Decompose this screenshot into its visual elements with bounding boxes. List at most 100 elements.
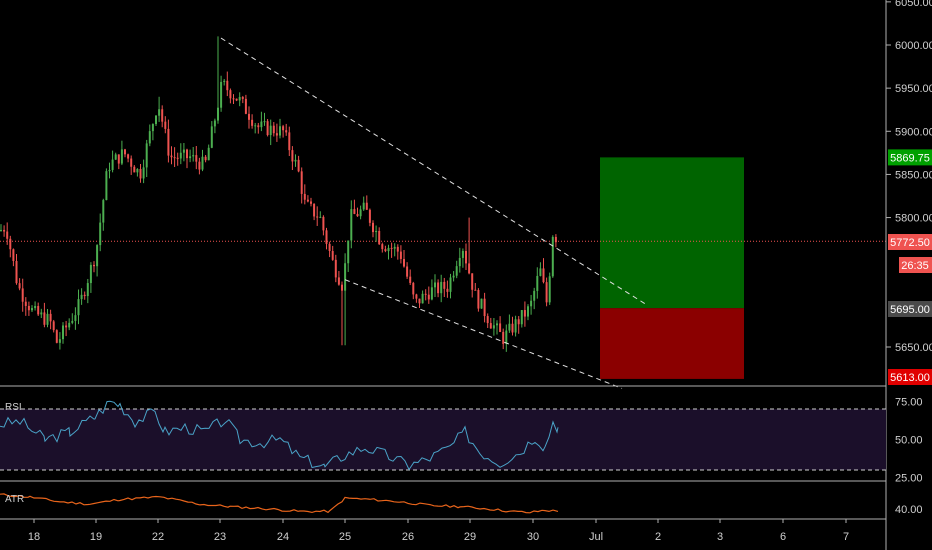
candle xyxy=(523,301,526,327)
atr-label: ATR xyxy=(5,494,24,505)
candle xyxy=(322,215,325,236)
candle xyxy=(173,147,176,167)
candle xyxy=(446,280,449,298)
candle xyxy=(347,240,350,272)
price-axis[interactable]: 6050.00 6000.00 5950.00 5900.00 5850.00 5800.… xyxy=(886,0,932,354)
candle xyxy=(477,288,480,312)
candle xyxy=(55,329,58,344)
candle xyxy=(362,196,365,211)
candle xyxy=(443,277,446,298)
candle xyxy=(226,71,229,97)
lower-trendline[interactable] xyxy=(344,279,623,389)
candle xyxy=(83,291,86,300)
candle xyxy=(508,314,511,333)
svg-text:26:35: 26:35 xyxy=(901,260,929,272)
price-pane[interactable] xyxy=(0,36,886,389)
candle xyxy=(359,205,362,220)
time-tick-label: 2 xyxy=(655,531,661,543)
candle xyxy=(207,144,210,161)
candle xyxy=(514,315,517,337)
candle xyxy=(58,332,61,350)
candle xyxy=(341,281,343,346)
position-tool[interactable] xyxy=(600,157,744,379)
time-tick-label: 26 xyxy=(402,531,414,543)
candle xyxy=(86,278,89,304)
upper-trendline[interactable] xyxy=(220,37,649,307)
candle xyxy=(102,198,105,231)
candle xyxy=(93,261,95,273)
time-axis[interactable]: 18 19 22 23 24 25 26 29 30 Jul 2 3 6 7 xyxy=(28,519,849,543)
candle xyxy=(238,92,241,107)
candle xyxy=(418,298,421,308)
candle xyxy=(474,282,477,291)
candle xyxy=(449,273,452,299)
rsi-pane[interactable]: RSI xyxy=(0,400,886,471)
candle xyxy=(344,253,347,346)
candle xyxy=(244,94,247,115)
candle xyxy=(260,111,263,132)
candle xyxy=(105,168,108,201)
candle xyxy=(37,302,40,316)
candle xyxy=(269,119,272,146)
candle xyxy=(403,250,405,268)
stop-loss-tag: 5613.00 xyxy=(888,369,932,385)
candle xyxy=(21,278,24,312)
candle xyxy=(71,313,74,325)
candle xyxy=(186,148,188,169)
candle xyxy=(15,254,18,285)
atr-axis[interactable]: 40.00 xyxy=(895,504,923,516)
candle xyxy=(170,146,173,165)
candle xyxy=(368,208,371,227)
candle xyxy=(461,248,464,268)
candle xyxy=(9,235,12,258)
candle xyxy=(527,304,529,321)
time-tick-label: 22 xyxy=(152,531,164,543)
candle xyxy=(65,320,68,337)
candle xyxy=(548,272,551,305)
candle xyxy=(437,279,440,298)
candle xyxy=(328,241,331,258)
atr-pane[interactable]: ATR xyxy=(0,493,559,514)
candle xyxy=(232,94,235,105)
candle xyxy=(434,274,436,297)
candle xyxy=(313,203,316,221)
candle xyxy=(378,227,381,245)
time-tick-label: 18 xyxy=(28,531,40,543)
candle xyxy=(279,118,281,139)
take-profit-zone[interactable] xyxy=(600,157,744,309)
candle xyxy=(182,142,185,162)
time-tick-label: 23 xyxy=(214,531,226,543)
price-tick-label: 6050.00 xyxy=(895,0,932,9)
candle xyxy=(316,206,319,226)
time-tick-label: Jul xyxy=(589,531,603,543)
candle xyxy=(49,309,52,330)
candle xyxy=(486,313,489,328)
stop-loss-zone[interactable] xyxy=(600,308,744,379)
candle xyxy=(334,254,337,283)
candle xyxy=(533,287,536,310)
candle xyxy=(551,235,554,278)
candle xyxy=(217,36,219,124)
candlestick-series xyxy=(0,36,557,352)
time-tick-label: 29 xyxy=(464,531,476,543)
price-tick-label: 6000.00 xyxy=(895,40,932,52)
candle xyxy=(220,75,223,112)
entry-price-tag: 5695.00 xyxy=(888,301,932,317)
rsi-axis[interactable]: 75.00 50.00 25.00 xyxy=(895,396,923,484)
candle xyxy=(554,234,557,248)
candle xyxy=(27,301,30,316)
candle xyxy=(390,242,393,258)
candle xyxy=(489,317,492,329)
candle xyxy=(198,157,201,175)
candle xyxy=(108,162,111,179)
candle xyxy=(319,211,322,219)
candle xyxy=(285,123,288,136)
candle xyxy=(517,316,520,334)
candle xyxy=(179,143,182,165)
candle xyxy=(409,269,412,286)
candle xyxy=(164,116,167,134)
candle xyxy=(192,147,195,162)
candle xyxy=(145,139,148,178)
candle xyxy=(266,118,269,137)
